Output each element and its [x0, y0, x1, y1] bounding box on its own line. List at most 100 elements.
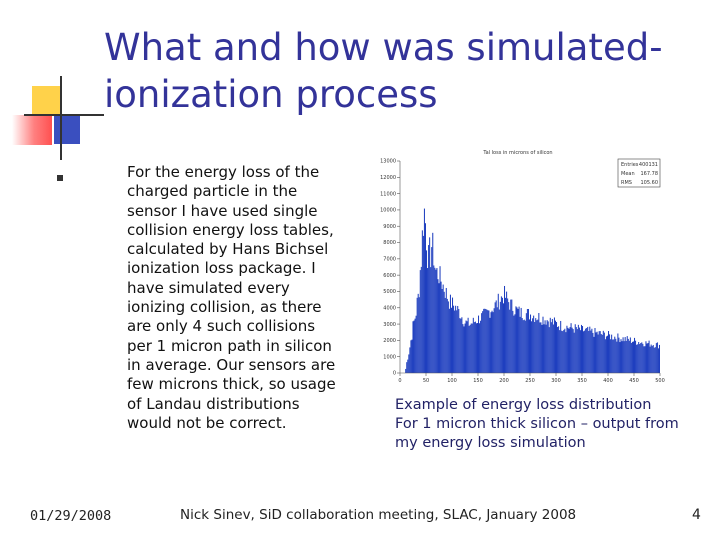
histogram-bar [631, 341, 633, 373]
histogram-bar [416, 297, 418, 373]
x-tick-label: 100 [447, 378, 457, 384]
y-tick-label: 1000 [383, 354, 396, 360]
histogram-bar [436, 268, 438, 373]
histogram-bar [432, 232, 434, 373]
histogram-bar [443, 291, 445, 373]
bullet-line: per 1 micron path in silicon [127, 336, 332, 355]
y-tick-label: 10000 [380, 208, 396, 214]
histogram-bar [442, 284, 444, 373]
histogram-bar [405, 368, 407, 373]
histogram-bar [632, 341, 634, 373]
energy-loss-histogram: Tal loss in microns of silicon Entries 4… [360, 145, 670, 395]
histogram-bar [532, 318, 534, 373]
histogram-bar [505, 297, 507, 373]
histogram-bar [415, 315, 417, 373]
histogram-bar [523, 319, 525, 373]
histogram-bar [576, 329, 578, 373]
histogram-bar [579, 330, 581, 373]
histogram-bar [511, 299, 513, 373]
histogram-bar [588, 331, 590, 373]
histogram-bar [650, 344, 652, 373]
histogram-bar [449, 294, 451, 373]
histogram-bars [405, 208, 660, 373]
x-tick-label: 350 [577, 378, 587, 384]
histogram-bar [407, 359, 409, 373]
bullet-line: are only 4 such collisions [127, 317, 316, 336]
histogram-bar [533, 315, 535, 373]
histogram-bar [562, 331, 564, 373]
histogram-bar [640, 343, 642, 373]
histogram-bar [535, 318, 537, 373]
histogram-bar [423, 208, 425, 373]
y-tick-label: 3000 [383, 322, 396, 328]
histogram-bar [491, 310, 493, 373]
histogram-bar [493, 308, 495, 373]
histogram-bar [602, 330, 604, 373]
logo-blue-square [54, 116, 80, 144]
histogram-bar [627, 338, 629, 373]
histogram-bar [520, 307, 522, 373]
histogram-bar [406, 362, 408, 373]
histogram-bar [486, 309, 488, 373]
histogram-bar [483, 308, 485, 373]
histogram-bar [474, 321, 476, 373]
slide-title: What and how was simulated- ionization p… [104, 24, 704, 118]
histogram-bar [462, 324, 464, 373]
histogram-bar [504, 285, 506, 373]
histogram-bar [621, 341, 623, 373]
bullet-text: For the energy loss of the charged parti… [127, 163, 357, 433]
histogram-bar [564, 328, 566, 373]
histogram-bar [608, 331, 610, 373]
logo-vertical-line [60, 76, 62, 160]
histogram-bar [528, 319, 530, 373]
histogram-svg: Tal loss in microns of silicon Entries 4… [380, 150, 665, 384]
histogram-bar [604, 339, 606, 373]
histogram-bar [538, 313, 540, 373]
histogram-bar [628, 340, 630, 373]
caption-line: my energy loss simulation [395, 435, 586, 451]
histogram-bar [577, 324, 579, 373]
x-tick-label: 50 [423, 378, 429, 384]
footer-presenter-info: Nick Sinev, SiD collaboration meeting, S… [180, 507, 577, 523]
histogram-bar [654, 347, 656, 373]
histogram-bar [610, 339, 612, 373]
histogram-bar [514, 314, 516, 373]
histogram-bar [495, 300, 497, 373]
histogram-bar [559, 330, 561, 373]
histogram-bar [584, 330, 586, 373]
y-tick-label: 12000 [380, 175, 396, 181]
histogram-bar [417, 293, 419, 373]
histogram-bar [431, 247, 433, 373]
histogram-bar [447, 301, 449, 373]
histogram-bar [536, 320, 538, 373]
histogram-bar [472, 317, 474, 373]
histogram-bar [452, 297, 454, 373]
histogram-bar [450, 307, 452, 373]
histogram-bar [475, 323, 477, 373]
bullet-line: For the energy loss of the [127, 163, 320, 181]
histogram-bar [647, 343, 649, 373]
histogram-bar [619, 342, 621, 373]
histogram-title: Tal loss in microns of silicon [482, 150, 552, 156]
histogram-bar [558, 326, 560, 373]
histogram-bar [426, 250, 428, 373]
histogram-bar [458, 309, 460, 373]
histogram-bar [461, 317, 463, 373]
footer-date: 01/29/2008 [30, 508, 112, 524]
histogram-bar [590, 330, 592, 373]
histogram-bar [435, 269, 437, 373]
histogram-bar [541, 324, 543, 373]
histogram-bar [488, 310, 490, 373]
histogram-bar [419, 270, 421, 373]
title-line-2: ionization process [104, 73, 438, 116]
histogram-bar [634, 337, 636, 373]
histogram-bar [614, 336, 616, 373]
histogram-bar [467, 317, 469, 373]
histogram-bar [412, 321, 414, 373]
histogram-bar [509, 309, 511, 373]
histogram-bar [620, 339, 622, 373]
histogram-bar [420, 266, 422, 373]
histogram-bar [544, 320, 546, 373]
histogram-bar [657, 348, 659, 373]
histogram-bar [585, 328, 587, 373]
